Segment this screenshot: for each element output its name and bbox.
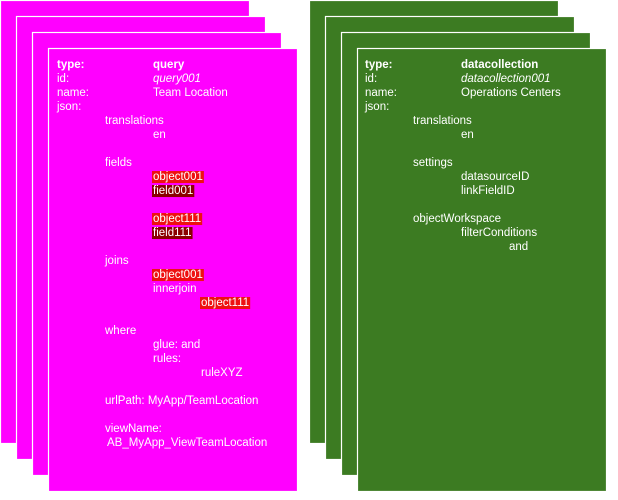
label: json: [364,101,389,113]
json-line: urlPath: MyApp/TeamLocation [105,395,258,407]
json-line: settings [413,157,453,169]
json-line: rules: [153,353,181,365]
json-line: and [509,241,528,253]
json-line: objectWorkspace [413,213,501,225]
value: datacollection [461,59,538,71]
highlight [152,213,203,226]
json-line: datasourceID [461,171,529,183]
json-line: object001 [153,269,203,281]
json-line: joins [104,255,129,267]
json-line: AB_MyApp_ViewTeamLocation [107,437,267,449]
json-line: innerjoin [153,283,196,295]
label: name: [57,87,89,99]
datacollection-card-text: type: datacollection id: datacollection0… [364,59,561,253]
json-line: object001 [153,171,203,183]
json-line: object111 [201,297,249,309]
label: json: [56,101,81,113]
json-line: where [104,325,136,337]
json-line: linkFieldID [461,185,515,197]
value: query001 [153,73,201,85]
highlight [152,227,193,240]
json-line: fields [105,157,132,169]
value: datacollection001 [461,73,551,85]
json-line: translations [105,115,164,127]
highlight [200,297,251,310]
datacollection-card-stack [308,0,608,493]
query-card-stack [0,0,299,493]
highlight [152,269,204,282]
highlight [152,185,195,198]
value: Operations Centers [461,87,561,99]
json-line: glue: and [153,339,200,351]
label: type: [57,59,84,71]
label: type: [365,59,392,71]
json-line: viewName: [105,423,162,435]
value: Team Location [153,87,228,99]
value: query [153,59,185,71]
highlight [152,171,204,184]
highlights [152,171,251,310]
json-line: ruleXYZ [201,367,243,379]
query-card-text: type: query id: query001 name: Team Loca… [56,59,267,449]
label: id: [57,73,69,85]
json-line: en [153,129,166,141]
json-line: field111 [153,227,192,239]
json-line: object111 [153,213,201,225]
json-line: translations [413,115,472,127]
json-line: en [461,129,474,141]
json-line: filterConditions [461,227,537,239]
label: name: [365,87,397,99]
card [356,47,608,493]
label: id: [365,73,377,85]
json-line: field001 [153,185,193,197]
